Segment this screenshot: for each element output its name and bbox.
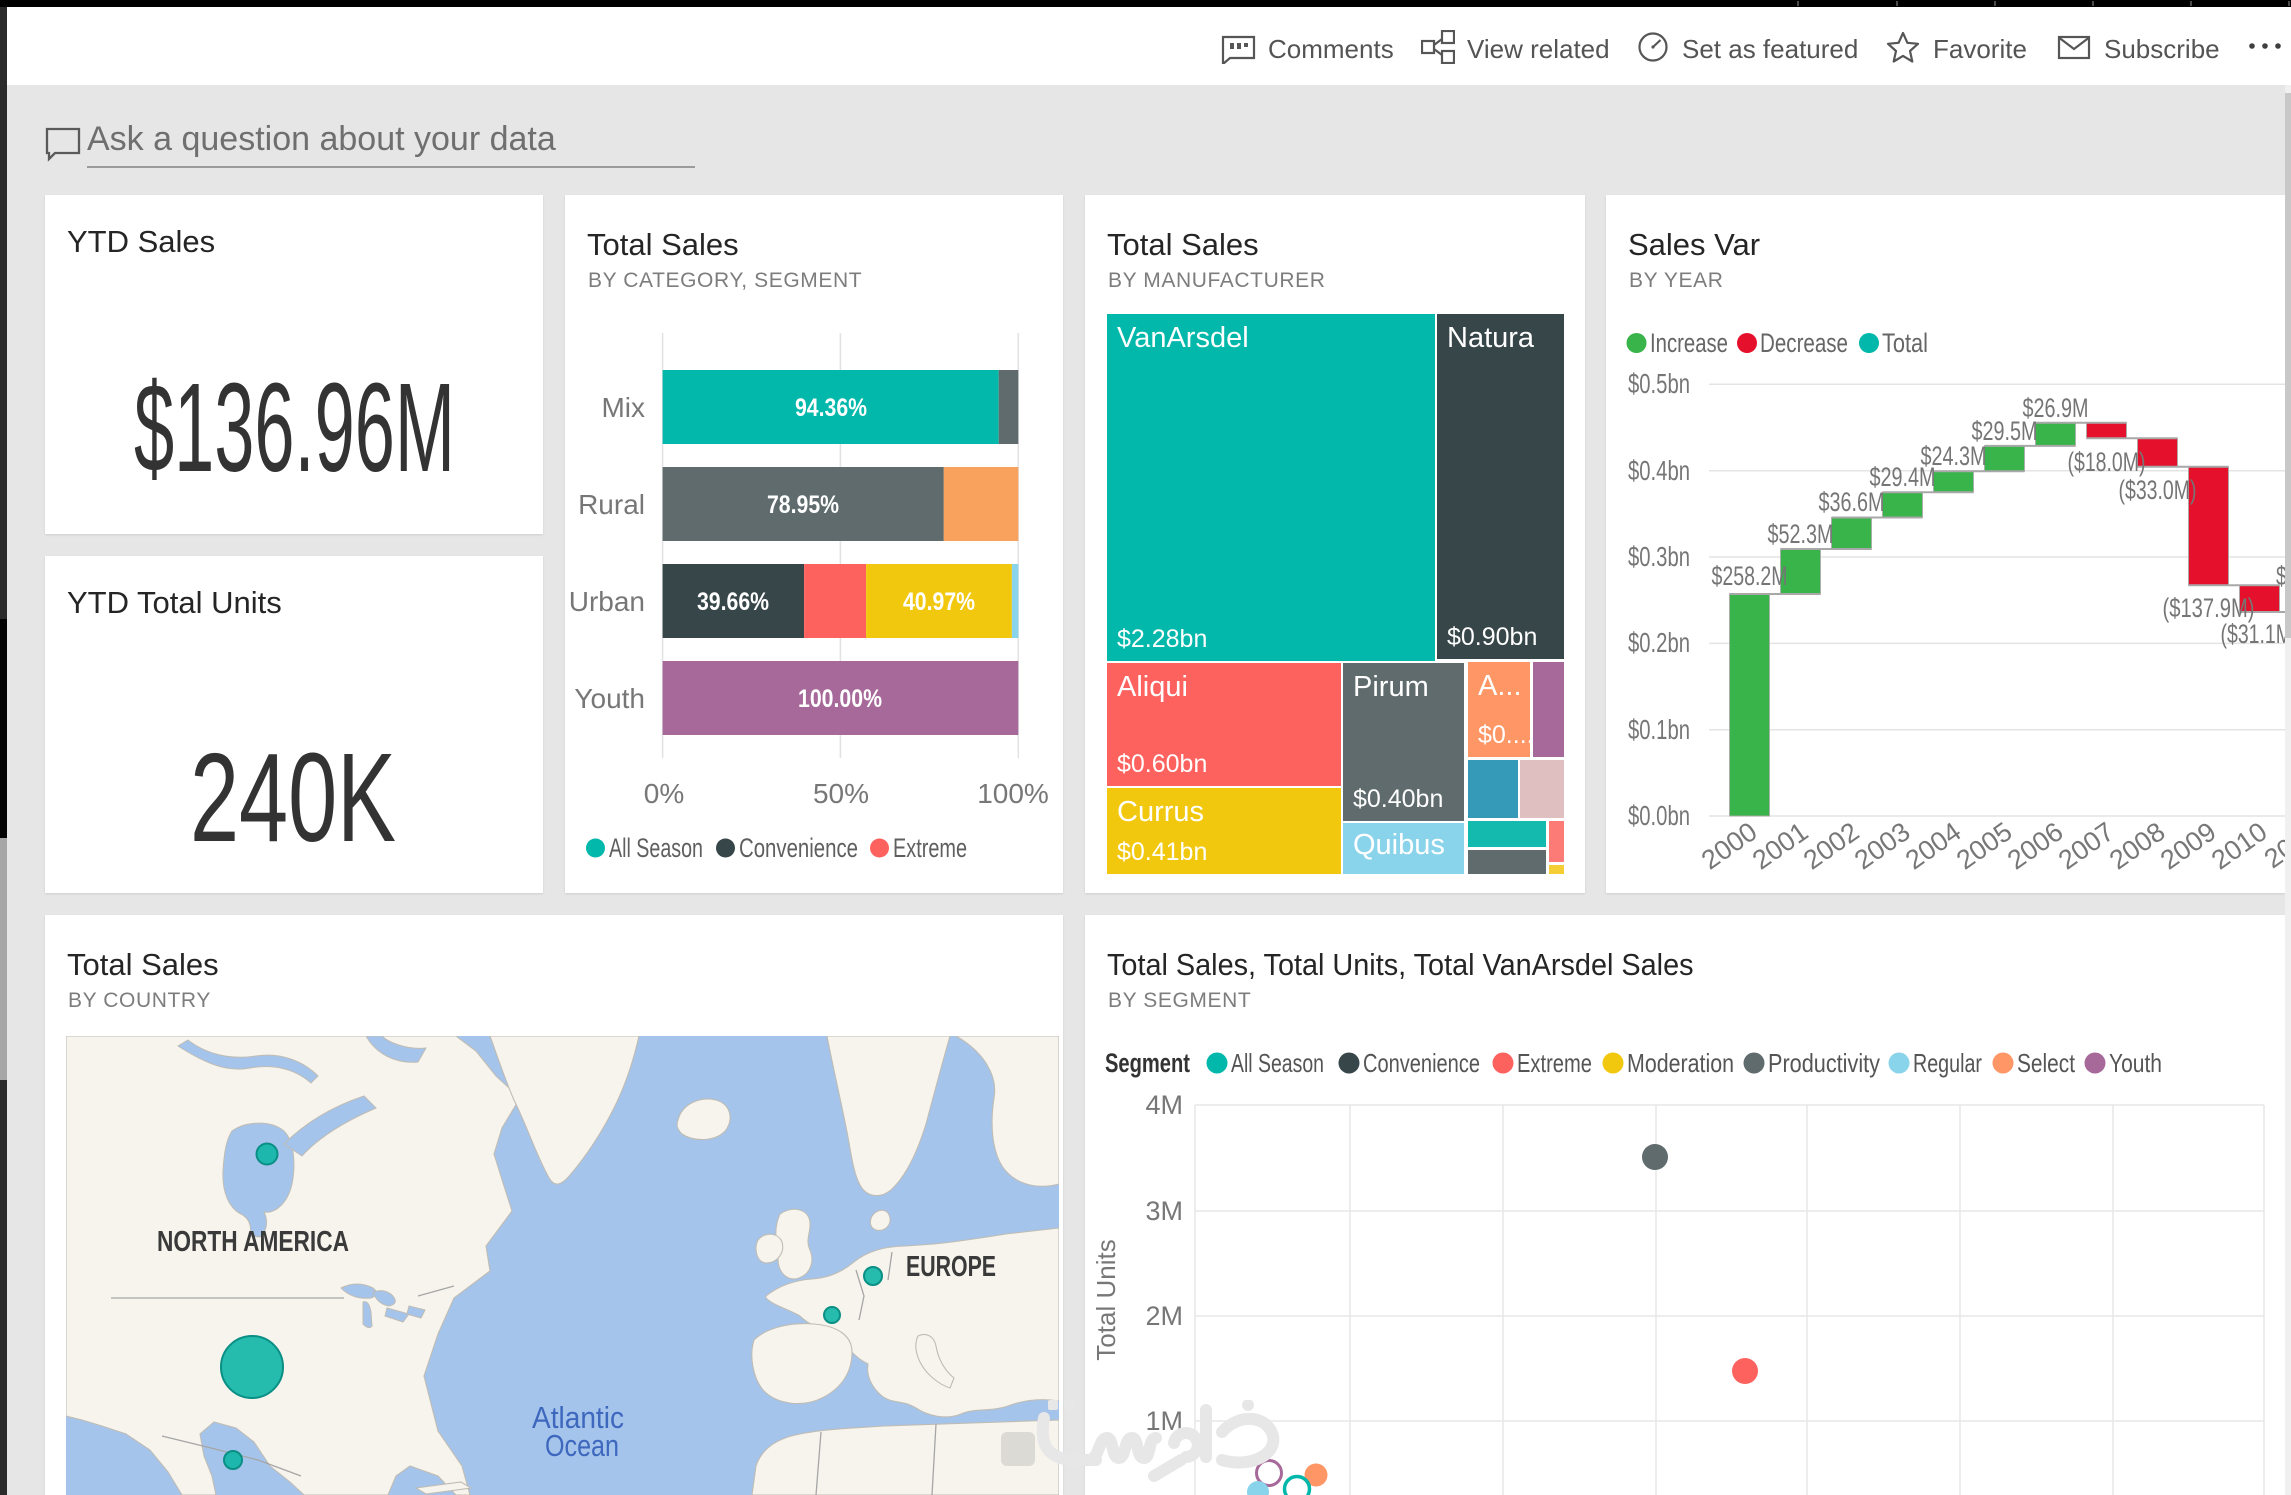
svg-text:$0.1bn: $0.1bn <box>1628 714 1690 745</box>
svg-text:240K: 240K <box>190 727 396 868</box>
svg-text:Moderation: Moderation <box>1627 1048 1734 1078</box>
svg-text:3M: 3M <box>1145 1196 1183 1226</box>
svg-text:40.97%: 40.97% <box>903 588 975 616</box>
svg-text:$0.0bn: $0.0bn <box>1628 800 1690 831</box>
svg-text:$26.9M: $26.9M <box>2023 393 2089 423</box>
svg-text:Productivity: Productivity <box>1768 1048 1880 1078</box>
svg-text:($31.1M): ($31.1M) <box>2221 619 2286 649</box>
svg-text:Atlantic: Atlantic <box>532 1400 624 1435</box>
svg-text:78.95%: 78.95% <box>767 491 839 519</box>
svg-text:$24.3M: $24.3M <box>1921 441 1987 471</box>
svg-text:Total: Total <box>1882 328 1928 358</box>
svg-text:Regular: Regular <box>1913 1048 1982 1078</box>
svg-text:$29.5M: $29.5M <box>1972 416 2038 446</box>
svg-text:$52.3M: $52.3M <box>1768 519 1834 549</box>
svg-text:Youth: Youth <box>2109 1048 2162 1078</box>
svg-text:Ocean: Ocean <box>545 1428 619 1463</box>
svg-text:$136.96M: $136.96M <box>134 357 455 498</box>
svg-text:2M: 2M <box>1145 1301 1183 1331</box>
svg-text:Urban: Urban <box>569 586 645 617</box>
svg-text:$258.2M: $258.2M <box>1712 561 1788 591</box>
svg-text:Mix: Mix <box>601 392 645 423</box>
svg-text:($137.9M): ($137.9M) <box>2163 593 2255 623</box>
svg-text:($18.0M): ($18.0M) <box>2068 447 2146 477</box>
svg-text:$0.3bn: $0.3bn <box>1628 541 1690 572</box>
svg-text:Increase: Increase <box>1650 328 1728 358</box>
svg-text:$36.6M: $36.6M <box>1819 487 1885 517</box>
svg-text:Segment: Segment <box>1105 1048 1190 1078</box>
svg-text:$237.2M: $237.2M <box>2276 561 2285 591</box>
svg-text:Convenience: Convenience <box>739 833 858 863</box>
svg-text:Youth: Youth <box>574 683 645 714</box>
svg-text:NORTH AMERICA: NORTH AMERICA <box>157 1226 349 1258</box>
svg-text:Total Units: Total Units <box>1091 1239 1121 1360</box>
svg-text:100.00%: 100.00% <box>798 685 882 713</box>
svg-text:All Season: All Season <box>609 833 703 863</box>
svg-text:Decrease: Decrease <box>1760 328 1848 358</box>
svg-text:0%: 0% <box>644 778 684 809</box>
svg-text:39.66%: 39.66% <box>697 588 769 616</box>
svg-text:$29.4M: $29.4M <box>1870 462 1936 492</box>
svg-text:Extreme: Extreme <box>1517 1048 1592 1078</box>
svg-text:100%: 100% <box>977 778 1049 809</box>
svg-text:($33.0M): ($33.0M) <box>2119 475 2197 505</box>
svg-text:4M: 4M <box>1145 1090 1183 1120</box>
svg-text:50%: 50% <box>813 778 869 809</box>
svg-text:Rural: Rural <box>578 489 645 520</box>
svg-text:All Season: All Season <box>1231 1048 1324 1078</box>
svg-text:Extreme: Extreme <box>893 833 967 863</box>
svg-text:$0.5bn: $0.5bn <box>1628 368 1690 399</box>
svg-text:Convenience: Convenience <box>1363 1048 1480 1078</box>
svg-text:Select: Select <box>2017 1048 2076 1078</box>
svg-text:EUROPE: EUROPE <box>906 1251 996 1283</box>
svg-text:$0.2bn: $0.2bn <box>1628 627 1690 658</box>
svg-text:94.36%: 94.36% <box>795 394 867 422</box>
svg-text:$0.4bn: $0.4bn <box>1628 455 1690 486</box>
